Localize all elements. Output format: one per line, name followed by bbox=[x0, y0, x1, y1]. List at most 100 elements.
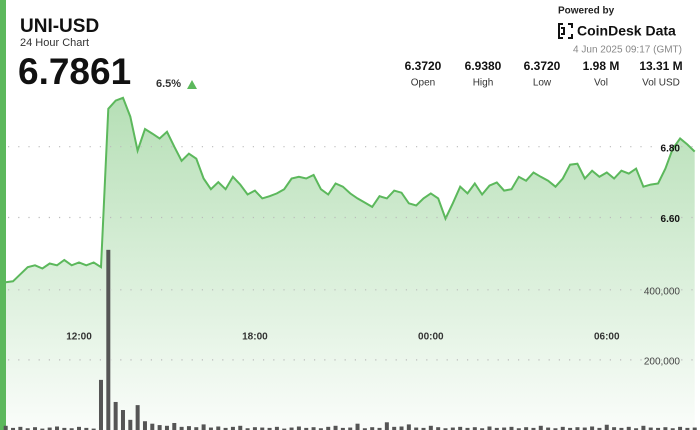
volume-bar bbox=[33, 427, 38, 430]
volume-bar bbox=[55, 426, 60, 430]
volume-bar bbox=[560, 426, 565, 430]
volume-bar bbox=[619, 427, 624, 430]
up-arrow bbox=[187, 80, 197, 89]
volume-bar bbox=[421, 427, 426, 430]
volume-bar bbox=[172, 422, 177, 430]
brand-logo bbox=[558, 23, 573, 39]
volume-bar bbox=[494, 427, 499, 430]
volume-bar bbox=[670, 428, 675, 430]
volume-bar bbox=[98, 379, 103, 430]
volume-bar bbox=[333, 425, 338, 430]
stat-label: Low bbox=[533, 78, 552, 89]
volume-bar bbox=[648, 427, 653, 430]
volume-bar bbox=[135, 405, 140, 430]
volume-bar bbox=[311, 427, 316, 430]
volume-bar bbox=[465, 427, 470, 430]
volume-bar bbox=[106, 249, 111, 430]
volume-bar bbox=[208, 427, 213, 430]
volume-bar bbox=[69, 428, 74, 430]
volume-bar bbox=[120, 410, 125, 430]
volume-bar bbox=[626, 426, 631, 430]
volume-bar bbox=[157, 425, 162, 430]
price: 6.7861 bbox=[18, 51, 131, 92]
brand: CoinDesk Data bbox=[577, 23, 676, 39]
volume-bar bbox=[25, 428, 30, 430]
volume-bar bbox=[590, 426, 595, 430]
volume-bar bbox=[230, 426, 235, 430]
volume-bar bbox=[692, 427, 697, 430]
volume-bar bbox=[304, 427, 309, 430]
volume-bar bbox=[252, 427, 257, 430]
volume-bar bbox=[641, 425, 646, 430]
subtitle: 24 Hour Chart bbox=[20, 37, 89, 49]
volume-bar bbox=[186, 426, 191, 430]
volume-bar bbox=[531, 427, 536, 430]
volume-bar bbox=[428, 425, 433, 430]
stat-label: High bbox=[473, 78, 494, 89]
y-tick-label: 6.60 bbox=[661, 214, 681, 225]
volume-bar bbox=[18, 426, 23, 430]
volume-bar bbox=[509, 426, 514, 430]
volume-bar bbox=[113, 401, 118, 430]
price-line bbox=[5, 96, 696, 284]
volume-bar bbox=[194, 427, 199, 430]
volume-bar bbox=[414, 427, 419, 430]
volume-bar bbox=[274, 426, 279, 430]
volume-bar bbox=[362, 428, 367, 430]
volume-bar bbox=[3, 425, 8, 430]
volume-bar bbox=[318, 428, 323, 430]
accent-strip bbox=[0, 0, 6, 430]
volume-bar bbox=[348, 427, 353, 430]
volume-bar bbox=[597, 427, 602, 430]
price-area bbox=[5, 97, 695, 430]
volume-bar bbox=[656, 427, 661, 430]
volume-bar bbox=[634, 428, 639, 430]
volume-bar bbox=[11, 427, 16, 430]
volume-bar bbox=[399, 426, 404, 430]
stat-value: 6.9380 bbox=[465, 59, 502, 73]
volume-bar bbox=[340, 427, 345, 430]
volume-bar bbox=[502, 427, 507, 430]
volume-bar bbox=[47, 427, 52, 430]
powered-by: Powered by bbox=[558, 6, 615, 17]
x-tick-label: 06:00 bbox=[594, 332, 620, 343]
volume-bar bbox=[392, 426, 397, 430]
volume-bar bbox=[443, 428, 448, 430]
volume-bar bbox=[524, 427, 529, 430]
volume-bar bbox=[450, 427, 455, 430]
volume-bar bbox=[575, 427, 580, 430]
x-tick-label: 18:00 bbox=[242, 332, 268, 343]
volume-bar bbox=[128, 419, 133, 430]
volume-bar bbox=[260, 427, 265, 430]
volume-bar bbox=[84, 427, 89, 430]
volume-bar bbox=[326, 426, 331, 430]
y-tick-label: 6.80 bbox=[661, 143, 681, 154]
stat-label: Vol bbox=[594, 78, 608, 89]
volume-bar bbox=[480, 428, 485, 430]
volume-bar bbox=[384, 422, 389, 430]
volume-bar bbox=[685, 427, 690, 430]
volume-bar bbox=[370, 427, 375, 430]
volume-bar bbox=[678, 426, 683, 430]
volume-bar bbox=[164, 425, 169, 430]
y-tick-label: 200,000 bbox=[644, 357, 681, 368]
volume-bar bbox=[538, 425, 543, 430]
volume-bar bbox=[553, 428, 558, 430]
volume-bar bbox=[62, 427, 67, 430]
stat-value: 13.31 M bbox=[639, 59, 682, 73]
volume-bar bbox=[612, 427, 617, 430]
timestamp: 4 Jun 2025 09:17 (GMT) bbox=[573, 45, 682, 56]
volume-bar bbox=[282, 428, 287, 430]
x-tick-label: 00:00 bbox=[418, 332, 444, 343]
volume-bar bbox=[516, 428, 521, 430]
volume-bar bbox=[377, 427, 382, 430]
volume-bar bbox=[406, 424, 411, 430]
stat-value: 6.3720 bbox=[405, 59, 442, 73]
stat-label: Vol USD bbox=[642, 78, 680, 89]
volume-bar bbox=[223, 427, 228, 430]
volume-bar bbox=[179, 426, 184, 430]
volume-bar bbox=[663, 427, 668, 430]
volume-bar bbox=[568, 427, 573, 430]
volume-bar bbox=[91, 428, 96, 430]
